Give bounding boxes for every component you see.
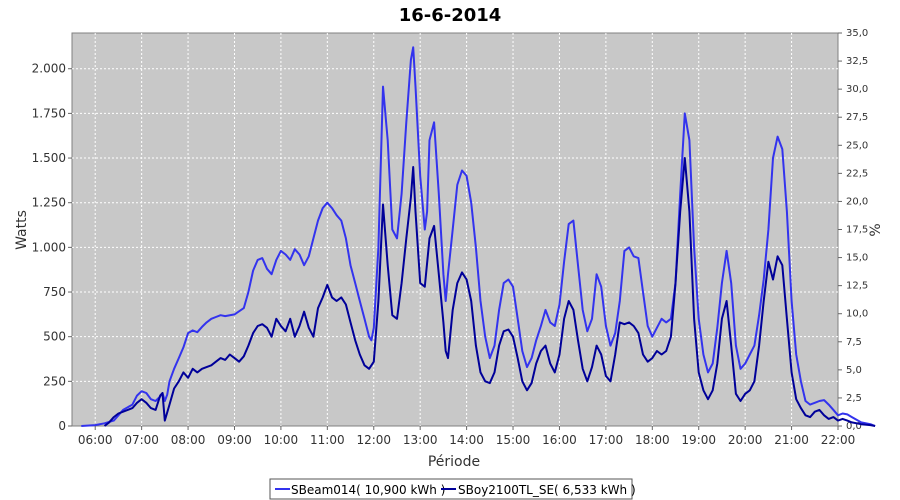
y-tick-label: 0 (58, 419, 66, 433)
x-tick-label: 20:00 (728, 433, 763, 447)
y2-tick-label: 25,0 (846, 140, 868, 151)
y-axis-right: 0,0 2,5 5,0 7,5 10,0 12,5 15,0 17,5 20,0 22,5 25,0… (838, 28, 868, 432)
x-tick-label: 14:00 (449, 433, 484, 447)
y-tick-label: 500 (43, 330, 66, 344)
x-tick-label: 07:00 (124, 433, 159, 447)
y-tick-label: 250 (43, 374, 66, 388)
x-tick-label: 16:00 (542, 433, 577, 447)
y-axis-left: 0 250 500 750 1.000 1.250 1.500 1.750 2.000 (32, 62, 72, 433)
y2-tick-label: 12,5 (846, 281, 868, 292)
x-axis-label: Période (428, 454, 480, 470)
x-tick-label: 10:00 (264, 433, 299, 447)
x-tick-label: 12:00 (356, 433, 391, 447)
y2-tick-label: 17,5 (846, 225, 868, 236)
x-tick-label: 13:00 (403, 433, 438, 447)
x-tick-label: 08:00 (171, 433, 206, 447)
chart-title: 16-6-2014 (399, 5, 502, 26)
grid-lines (72, 33, 838, 426)
x-tick-label: 18:00 (635, 433, 670, 447)
y2-axis-label: % (868, 223, 884, 236)
x-tick-label: 15:00 (496, 433, 531, 447)
plot-area (71, 32, 839, 427)
legend-entry-sboy2100: SBoy2100TL_SE( 6,533 kWh ) (458, 483, 636, 497)
x-tick-label: 06:00 (78, 433, 113, 447)
x-tick-label: 21:00 (774, 433, 809, 447)
y2-tick-label: 22,5 (846, 168, 868, 179)
y-tick-label: 1.250 (32, 196, 66, 210)
x-tick-label: 09:00 (217, 433, 252, 447)
series-line-sbeam014 (81, 46, 876, 427)
y-tick-label: 750 (43, 285, 66, 299)
y-axis-label: Watts (14, 210, 30, 250)
y2-tick-label: 15,0 (846, 253, 868, 264)
y2-tick-label: 20,0 (846, 196, 868, 207)
y2-tick-label: 2,5 (846, 393, 862, 404)
y-tick-label: 2.000 (32, 62, 66, 76)
y2-tick-label: 10,0 (846, 309, 868, 320)
legend: SBeam014( 10,900 kWh ) SBoy2100TL_SE( 6,… (269, 478, 636, 500)
y-tick-label: 1.750 (32, 106, 66, 120)
y2-tick-label: 0,0 (846, 421, 862, 432)
x-tick-label: 19:00 (681, 433, 716, 447)
x-tick-label: 22:00 (821, 433, 856, 447)
y2-tick-label: 32,5 (846, 56, 868, 67)
x-axis: 06:00 07:00 08:00 09:00 10:00 11:00 12:00 13:00… (78, 426, 855, 447)
x-tick-label: 11:00 (310, 433, 345, 447)
y2-tick-label: 27,5 (846, 112, 868, 123)
series-line-sboy2100tl-se (103, 157, 876, 427)
y2-tick-label: 5,0 (846, 365, 862, 376)
y2-tick-label: 7,5 (846, 337, 862, 348)
series-lines (81, 46, 876, 427)
y-tick-label: 1.000 (32, 240, 66, 254)
y2-tick-label: 35,0 (846, 28, 868, 39)
legend-entry-sbeam014: SBeam014( 10,900 kWh ) (291, 483, 445, 497)
y-tick-label: 1.500 (32, 151, 66, 165)
x-tick-label: 17:00 (589, 433, 624, 447)
y2-tick-label: 30,0 (846, 84, 868, 95)
